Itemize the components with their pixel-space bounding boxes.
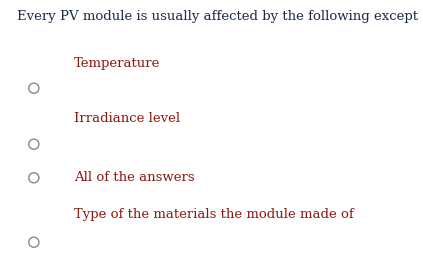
Text: Every PV module is usually affected by the following except: Every PV module is usually affected by t…	[17, 10, 418, 23]
Text: Type of the materials the module made of: Type of the materials the module made of	[74, 208, 354, 221]
Text: Irradiance level: Irradiance level	[74, 113, 180, 125]
Text: All of the answers: All of the answers	[74, 171, 195, 184]
Text: Temperature: Temperature	[74, 57, 160, 69]
